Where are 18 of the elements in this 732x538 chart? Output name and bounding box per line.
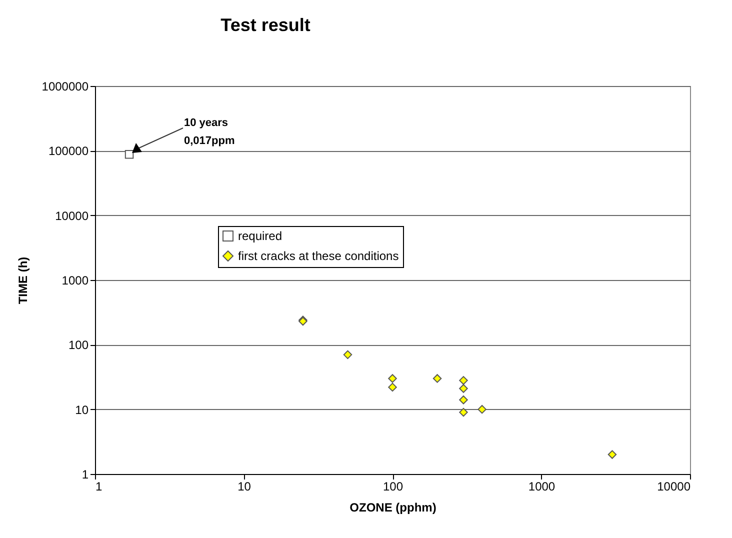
x-tick-label: 1000 [528, 480, 556, 494]
legend-label: first cracks at these conditions [238, 249, 399, 263]
y-tick-label: 100 [68, 338, 89, 352]
annotation: 10 years 0,017ppm [184, 117, 235, 147]
x-tick-label: 10000 [657, 480, 691, 494]
y-tick-label: 1000000 [42, 80, 89, 94]
y-tick-label: 10 [75, 402, 89, 417]
x-tick-label: 10 [238, 480, 252, 494]
legend-label: required [238, 229, 282, 243]
y-axis-title: TIME (h) [16, 256, 30, 304]
x-tick-label: 1 [96, 480, 102, 494]
y-tick-label: 1 [82, 468, 89, 482]
y-tick-label: 10000 [55, 208, 89, 223]
x-tick-label: 100 [382, 480, 404, 494]
x-axis-title: OZONE (pphm) [350, 500, 436, 514]
y-tick-label: 100000 [48, 144, 89, 158]
chart-title: Test result [220, 15, 310, 35]
y-tick-label: 1000 [62, 274, 89, 288]
